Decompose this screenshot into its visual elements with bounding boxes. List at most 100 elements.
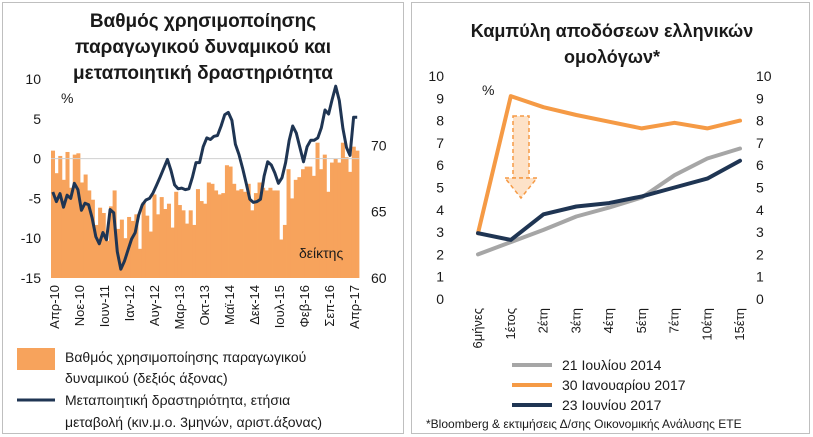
capacity-bar bbox=[232, 183, 237, 278]
capacity-bar bbox=[301, 169, 306, 278]
yield-curve-line-0 bbox=[476, 146, 742, 257]
capacity-bars bbox=[51, 142, 360, 278]
capacity-bar bbox=[257, 182, 262, 278]
footnote: *Bloomberg & εκτιμήσεις Δ/σης Οικονομική… bbox=[426, 417, 742, 431]
capacity-bar bbox=[170, 227, 175, 278]
capacity-bar bbox=[94, 224, 99, 278]
x-axis-tick-label: Αυγ-12 bbox=[147, 285, 162, 326]
chart-title-line-2: παραγωγικού δυναμικού και bbox=[75, 37, 331, 58]
capacity-bar bbox=[286, 169, 291, 278]
chart2-title-line-2: ομολόγων* bbox=[564, 47, 660, 67]
maturity-tick-label: 3έτη bbox=[568, 308, 583, 333]
bond-yield-curve-panel: Καμπύλη αποδόσεων ελληνικών ομολόγων* 10… bbox=[411, 2, 810, 434]
chart-title-line-1: Βαθμός χρησιμοποίησης bbox=[90, 11, 316, 32]
capacity-bar bbox=[235, 190, 240, 278]
capacity-bar bbox=[311, 175, 316, 278]
yield-left-tick-label: 9 bbox=[436, 90, 444, 106]
capacity-bar bbox=[166, 203, 171, 278]
maturity-axis-ticks: 6μήνες 1έτος 2έτη 3έτη 4έτη 5έτη 7έτη 10έτη 15έτ… bbox=[470, 308, 747, 349]
capacity-bar bbox=[76, 153, 81, 278]
yield-left-tick-label: 7 bbox=[436, 135, 444, 151]
yield-curve-line-1 bbox=[476, 94, 742, 236]
capacity-bar bbox=[90, 199, 95, 278]
capacity-bar bbox=[228, 166, 233, 278]
maturity-tick-label: 7έτη bbox=[667, 308, 682, 333]
capacity-bar bbox=[65, 151, 70, 278]
x-axis-tick-label: Απρ-10 bbox=[47, 285, 62, 329]
capacity-bar bbox=[119, 219, 124, 278]
manufacturing-activity-line bbox=[51, 84, 358, 271]
capacity-bar bbox=[261, 187, 266, 278]
capacity-bar bbox=[319, 169, 324, 278]
capacity-bar bbox=[69, 187, 74, 278]
x-axis-tick-label: Νοε-10 bbox=[72, 285, 87, 326]
capacity-bar bbox=[163, 209, 168, 278]
right-axis-tick-label: 70 bbox=[371, 137, 387, 153]
right-axis-tick-label: 65 bbox=[371, 204, 387, 220]
legend-capacity-line2: δυναμικού (δεξιός άξονας) bbox=[65, 370, 228, 386]
maturity-tick-label: 4έτη bbox=[601, 308, 616, 333]
capacity-bar bbox=[185, 223, 190, 278]
capacity-bar bbox=[243, 191, 248, 278]
yield-unit-label: % bbox=[482, 82, 494, 98]
capacity-bar bbox=[355, 150, 360, 278]
x-axis-tick-label: Μαϊ-14 bbox=[222, 285, 237, 325]
right-axis-tick-label: 60 bbox=[371, 270, 387, 286]
yield-left-tick-label: 0 bbox=[436, 291, 444, 307]
capacity-bar bbox=[308, 166, 313, 278]
x-axis-tick-label: Οκτ-13 bbox=[197, 285, 212, 326]
capacity-bar bbox=[156, 214, 161, 278]
legend-jan-2017: 30 Ιανουαρίου 2017 bbox=[562, 377, 686, 393]
capacity-bar bbox=[250, 210, 255, 278]
capacity-bar bbox=[214, 190, 219, 278]
yield-right-tick-label: 0 bbox=[756, 291, 764, 307]
capacity-bar bbox=[101, 212, 106, 278]
capacity-bar bbox=[272, 190, 277, 278]
maturity-tick-label: 1έτος bbox=[503, 308, 518, 339]
capacity-bar bbox=[105, 240, 110, 278]
capacity-bar bbox=[79, 182, 85, 278]
yield-left-tick-label: 4 bbox=[436, 202, 444, 218]
capacity-utilization-chart-panel: Βαθμός χρησιμοποίησης παραγωγικού δυναμι… bbox=[2, 2, 404, 434]
capacity-bar bbox=[268, 187, 273, 278]
yield-right-tick-label: 2 bbox=[756, 246, 764, 262]
left-axis-tick-label: -5 bbox=[29, 190, 42, 206]
capacity-bar bbox=[326, 191, 331, 278]
capacity-bar bbox=[315, 142, 320, 278]
x-axis-ticks: Απρ-10 Νοε-10 Ιουν-11 Ιαν-12 Αυγ-12 Μαρ-13 Οκτ… bbox=[47, 285, 362, 330]
capacity-bar bbox=[152, 194, 157, 278]
x-axis-tick-label: Ιουν-11 bbox=[97, 285, 112, 327]
yield-left-tick-label: 5 bbox=[436, 180, 444, 196]
capacity-bar bbox=[159, 197, 164, 278]
capacity-bar bbox=[351, 146, 356, 278]
capacity-bar bbox=[297, 177, 302, 278]
yield-right-tick-label: 6 bbox=[756, 157, 764, 173]
legend-2014: 21 Ιουλίου 2014 bbox=[562, 357, 662, 373]
capacity-bar bbox=[348, 171, 353, 278]
bond-yield-curve-chart: Καμπύλη αποδόσεων ελληνικών ομολόγων* 10… bbox=[426, 21, 772, 431]
capacity-bar bbox=[279, 239, 284, 278]
capacity-bar bbox=[253, 193, 258, 278]
left-axis-tick-label: 10 bbox=[25, 71, 41, 87]
capacity-bar bbox=[141, 202, 146, 278]
yield-right-tick-label: 3 bbox=[756, 224, 764, 240]
capacity-bar bbox=[239, 189, 244, 278]
yield-right-tick-label: 8 bbox=[756, 113, 764, 129]
capacity-bar bbox=[337, 162, 342, 278]
capacity-bar bbox=[177, 205, 182, 278]
capacity-bar bbox=[322, 154, 327, 278]
capacity-bar bbox=[246, 183, 251, 278]
capacity-bar bbox=[145, 215, 150, 278]
capacity-bar bbox=[58, 155, 63, 278]
unit-label: % bbox=[61, 90, 73, 106]
yield-right-tick-label: 7 bbox=[756, 135, 764, 151]
capacity-bar bbox=[130, 220, 135, 278]
yield-left-tick-label: 2 bbox=[436, 246, 444, 262]
yield-right-tick-label: 4 bbox=[756, 202, 764, 218]
capacity-bar bbox=[290, 198, 295, 278]
yield-left-tick-label: 10 bbox=[428, 68, 444, 84]
index-label: δείκτης bbox=[299, 245, 343, 261]
left-axis-tick-label: 0 bbox=[33, 151, 41, 167]
left-axis-tick-label: 5 bbox=[33, 111, 41, 127]
